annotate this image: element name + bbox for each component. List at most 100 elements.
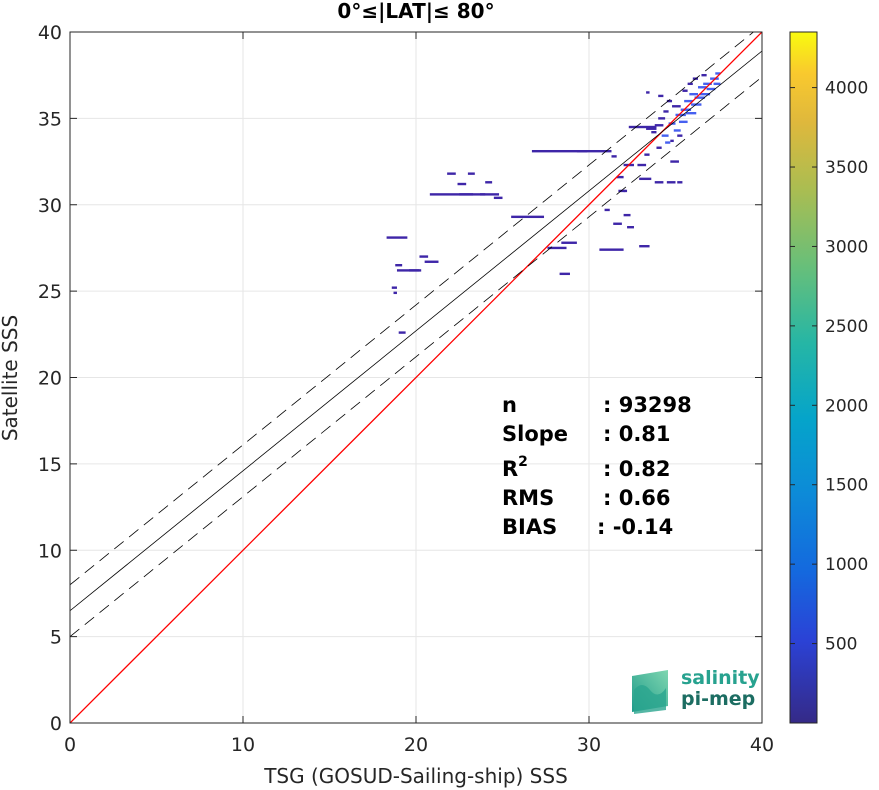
density-point xyxy=(682,89,688,92)
density-point xyxy=(391,286,397,289)
density-point xyxy=(559,272,570,276)
y-tick-label: 30 xyxy=(38,195,62,217)
density-point xyxy=(687,82,693,86)
y-tick-label: 15 xyxy=(38,454,62,476)
density-point xyxy=(576,149,612,153)
y-tick-label: 0 xyxy=(50,713,62,735)
x-tick-label: 20 xyxy=(404,734,428,756)
stat-bias-label: BIAS xyxy=(502,515,557,539)
density-point xyxy=(395,264,403,267)
x-tick-label: 30 xyxy=(577,734,601,756)
density-point xyxy=(646,127,657,130)
density-point xyxy=(689,92,698,96)
stat-slope-value: : 0.81 xyxy=(603,422,671,446)
density-point xyxy=(670,139,674,143)
plot-frame xyxy=(69,31,763,724)
stat-n-value: : 93298 xyxy=(603,393,692,417)
y-tick-label: 20 xyxy=(38,368,62,390)
density-point xyxy=(429,193,474,196)
density-point xyxy=(611,155,617,158)
density-point xyxy=(604,208,610,212)
x-tick-label: 40 xyxy=(750,734,774,756)
density-point xyxy=(656,146,662,149)
density-point xyxy=(675,113,686,117)
density-point xyxy=(694,96,705,99)
density-point xyxy=(599,248,624,251)
stat-bias-value: : -0.14 xyxy=(597,515,673,539)
stat-r2-superscript: 2 xyxy=(518,454,528,470)
density-point xyxy=(561,241,577,244)
density-point xyxy=(457,182,467,186)
density-point xyxy=(493,196,503,200)
density-point xyxy=(623,189,628,193)
density-point xyxy=(627,226,634,229)
logo-line1: salinity xyxy=(681,667,760,689)
colorbar-tick-label: 3000 xyxy=(825,237,868,257)
density-point xyxy=(670,160,679,163)
density-point xyxy=(666,181,676,184)
density-point xyxy=(398,331,406,334)
density-point xyxy=(677,134,683,137)
density-point xyxy=(666,99,673,103)
density-point xyxy=(677,181,683,184)
fit-band-upper xyxy=(70,32,755,586)
density-point xyxy=(511,215,545,219)
x-axis-label: TSG (GOSUD-Sailing-ship) SSS xyxy=(263,764,568,788)
y-axis-label: Satellite SSS xyxy=(0,315,22,441)
density-point xyxy=(644,153,650,156)
density-point xyxy=(661,134,669,137)
density-point xyxy=(447,172,456,175)
fit-line xyxy=(70,50,762,612)
colorbar-tick-label: 1000 xyxy=(825,555,868,575)
density-point xyxy=(672,105,681,108)
density-point xyxy=(658,117,666,120)
x-tick-label: 10 xyxy=(231,734,255,756)
logo-line2: pi-mep xyxy=(681,688,755,710)
fit-band-lower xyxy=(70,76,762,637)
density-point xyxy=(713,82,721,86)
density-point xyxy=(654,124,664,127)
logo-wave-back xyxy=(634,685,666,714)
stat-r2-value: : 0.82 xyxy=(603,457,671,481)
density-point xyxy=(639,177,652,181)
density-point xyxy=(623,213,631,217)
y-tick-label: 40 xyxy=(38,22,62,44)
density-point xyxy=(409,269,420,272)
density-point xyxy=(663,110,669,113)
y-tick-label: 25 xyxy=(38,281,62,303)
density-point xyxy=(480,193,500,196)
density-point xyxy=(628,125,657,129)
density-point xyxy=(703,82,712,86)
colorbar-tick-label: 4000 xyxy=(825,79,868,99)
density-point xyxy=(697,86,707,89)
density-point xyxy=(613,222,622,225)
y-tick-label: 5 xyxy=(50,627,62,649)
density-point xyxy=(547,246,567,250)
one-to-one-line xyxy=(70,32,762,723)
density-point xyxy=(715,72,721,75)
density-point xyxy=(701,73,707,77)
density-point xyxy=(531,149,588,153)
density-point xyxy=(459,193,486,196)
y-tick-label: 10 xyxy=(38,540,62,562)
colorbar-tick-label: 2000 xyxy=(825,396,868,416)
density-point xyxy=(467,172,475,175)
salinity-pi-mep-logo: salinity pi-mep xyxy=(632,667,760,714)
density-point xyxy=(684,99,693,103)
x-tick-label: 0 xyxy=(64,734,76,756)
density-point xyxy=(393,291,397,295)
y-tick-label: 35 xyxy=(38,108,62,130)
density-point xyxy=(618,189,626,193)
density-points xyxy=(386,72,721,334)
colorbar-tick-label: 500 xyxy=(825,635,857,655)
stat-rms-label: RMS xyxy=(502,486,554,510)
density-point xyxy=(637,163,647,167)
density-point xyxy=(658,94,664,98)
density-point xyxy=(673,129,681,132)
density-point xyxy=(639,245,650,248)
colorbar-tick-label: 2500 xyxy=(825,317,868,337)
colorbar-tick-label: 3500 xyxy=(825,158,868,178)
density-point xyxy=(651,130,657,134)
stat-rms-value: : 0.66 xyxy=(603,486,671,510)
